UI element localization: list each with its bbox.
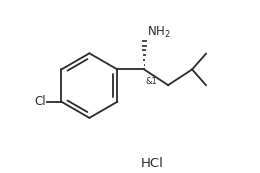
Text: &1: &1 — [146, 77, 157, 86]
Text: Cl: Cl — [34, 95, 46, 108]
Text: HCl: HCl — [141, 157, 164, 170]
Text: NH$_2$: NH$_2$ — [147, 25, 171, 40]
